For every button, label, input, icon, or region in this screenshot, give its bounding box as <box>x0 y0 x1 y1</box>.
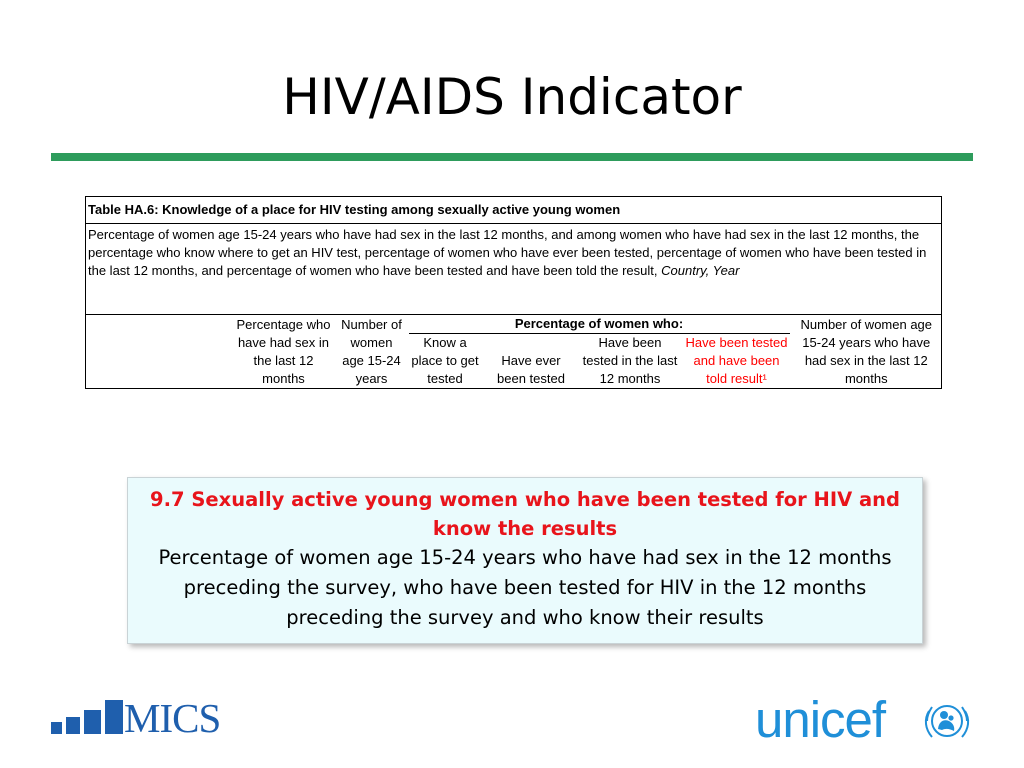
mics-bars-icon <box>51 700 123 734</box>
unicef-emblem-icon <box>924 705 970 738</box>
col-header-tested-last-12-months: Have been tested in the last 12 months <box>578 334 682 389</box>
indicator-table: Table HA.6: Knowledge of a place for HIV… <box>84 196 943 389</box>
indicator-callout-box: 9.7 Sexually active young women who have… <box>127 477 923 644</box>
col-header-number-women: Number of women age 15-24 years <box>336 314 407 389</box>
col-header-ever-tested: Have ever been tested <box>483 334 579 389</box>
table-header-empty <box>85 314 231 389</box>
group-header-label: Percentage of women who: <box>408 315 790 334</box>
table-caption: Table HA.6: Knowledge of a place for HIV… <box>84 196 943 224</box>
title-divider <box>51 153 973 161</box>
unicef-logo-text: unicef <box>755 691 886 748</box>
table-description: Percentage of women age 15-24 years who … <box>84 223 943 315</box>
group-header-percentage-women: Percentage of women who: <box>406 314 792 334</box>
col-header-know-place: Know a place to get tested <box>406 334 484 389</box>
table-description-text: Percentage of women age 15-24 years who … <box>88 227 927 278</box>
col-header-number-women-had-sex: Number of women age 15-24 years who have… <box>791 314 943 389</box>
table-description-country-year: Country, Year <box>661 263 740 278</box>
col-header-tested-told-result: Have been tested and have been told resu… <box>681 334 792 389</box>
callout-body: Percentage of women age 15-24 years who … <box>158 546 892 629</box>
mics-logo-text: MICS <box>124 695 221 741</box>
callout-title: 9.7 Sexually active young women who have… <box>150 488 900 540</box>
slide-title: HIV/AIDS Indicator <box>282 68 742 126</box>
col-header-sex-last-12-months: Percentage who have had sex in the last … <box>230 314 337 389</box>
